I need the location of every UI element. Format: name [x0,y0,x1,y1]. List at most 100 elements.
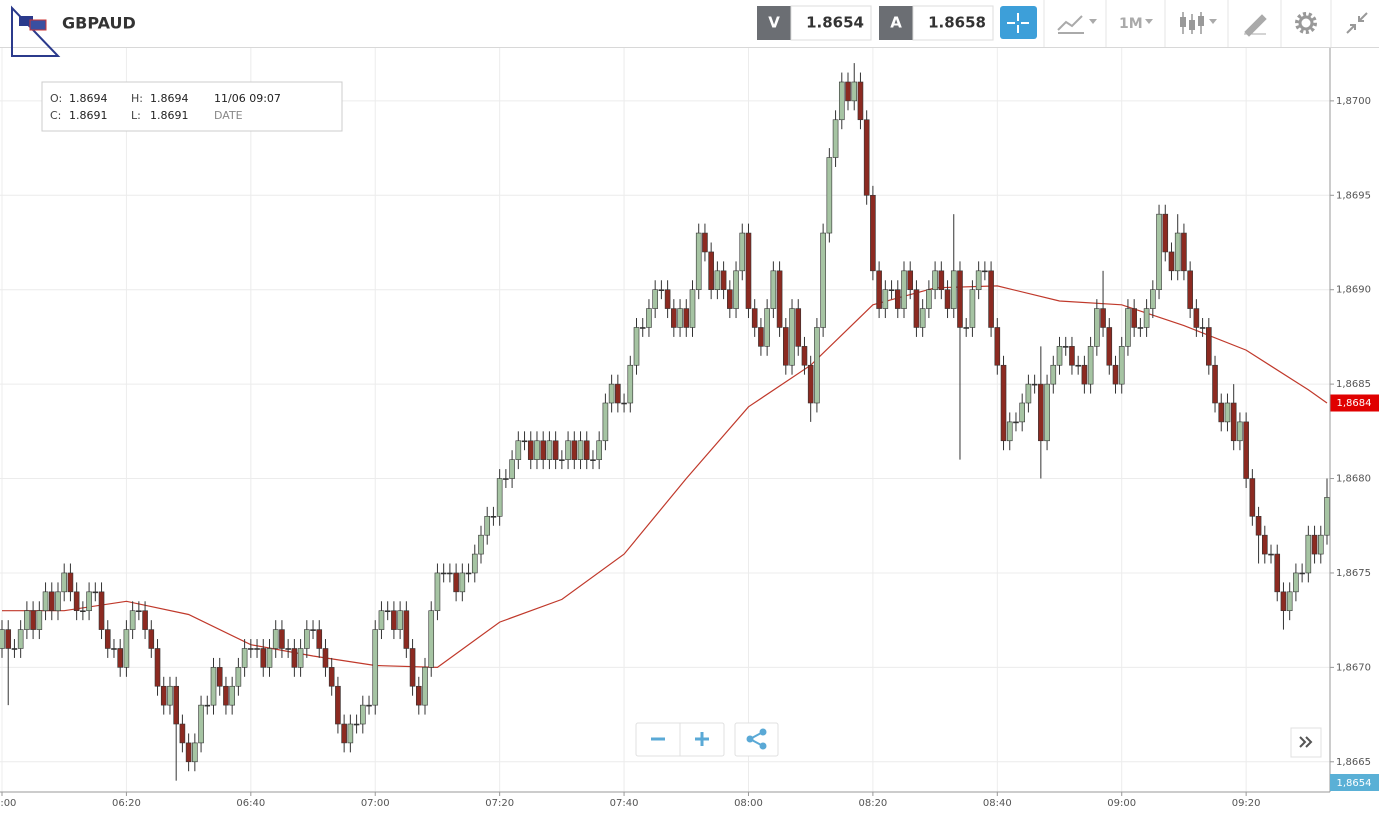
caret [1145,19,1153,24]
candle-body [1081,364,1088,385]
candle-body [658,289,665,292]
candle-body [129,610,136,630]
candle-body [24,610,30,630]
flag-gb [19,16,33,26]
candle-body [1087,346,1094,385]
candle-body [241,648,248,668]
candle-body [322,648,329,668]
candle-body [223,685,229,706]
candle-body [297,648,304,668]
candle-body [1206,327,1212,366]
candle-body [1181,232,1187,272]
candle-body [496,478,503,517]
candle-body [142,610,148,630]
candle-body [826,157,833,234]
candle-body [285,648,291,650]
candle-body [745,232,752,309]
candle-body [739,232,746,272]
share-button[interactable] [734,722,779,757]
share-links [747,731,764,747]
candle-body [577,440,584,460]
candle-body [975,270,982,291]
settings-button[interactable] [1295,12,1317,34]
candle-body [509,459,515,479]
chart-type-button[interactable] [1057,15,1097,34]
candle-body [61,572,68,593]
candle-body [1150,289,1156,309]
candle-body [727,289,733,309]
sell-button[interactable] [757,6,791,40]
candle-body [67,572,74,593]
symbol-logo[interactable] [11,5,61,57]
candle-body [1075,364,1081,367]
candle-body [465,572,472,575]
sell-price-box[interactable] [790,5,872,41]
timeframe[interactable]: 1M [1119,16,1143,32]
x-tick-label: 06:40 [236,798,265,809]
candle-body [789,308,795,366]
candle-body [5,629,12,649]
y-tick-label: 1,8670 [1336,662,1371,673]
candle-body [123,629,130,668]
candle-type-button[interactable] [1180,12,1217,34]
candle-body [969,289,976,328]
info-label: L: [131,109,141,122]
candle-body [1293,572,1299,593]
zoom-in-button[interactable] [695,732,709,746]
candle-body [484,516,491,536]
candle-body [1261,534,1268,555]
candle-body [210,667,217,706]
toolbar [0,0,1379,47]
candle-body [944,289,951,309]
scroll-end-button[interactable] [1290,727,1322,758]
candle-body [814,327,820,404]
candle-body [48,591,55,612]
candle-body [639,327,646,329]
x-tick-label: 07:20 [485,798,514,809]
bid-marker [1330,774,1379,791]
info-value: 1.8691 [69,109,108,122]
candle-body [216,667,223,687]
flag-au [29,19,47,31]
candle-body [86,591,92,612]
candle-icon-body [1198,16,1204,26]
candle-body [602,402,609,442]
candle-body [1237,421,1243,442]
candle-body [1044,383,1050,442]
candle-body [677,308,683,328]
candle-body [148,629,155,649]
candle-body [36,610,43,630]
candle-body [770,270,777,309]
candle-body [179,723,186,744]
candle-body [1224,402,1231,423]
buy-price-box[interactable] [912,5,994,41]
crosshair-icon [1007,13,1029,33]
buy-label: A [890,14,902,32]
candle-body [1118,346,1125,385]
candle-body [366,704,372,707]
buy-button[interactable] [879,6,913,40]
candle-body [80,610,86,613]
y-tick-label: 1,8700 [1336,96,1371,107]
candle-body [266,648,273,668]
candle-body [982,270,988,273]
candle-body [415,685,422,706]
candle-body [1131,308,1137,328]
x-tick-label: 07:40 [610,798,639,809]
info-date-label: DATE [214,109,243,122]
candle-body [440,572,447,575]
draw-tool-button[interactable] [1244,14,1267,37]
candle-body [1168,251,1175,272]
candle-body [1100,308,1106,328]
candle-body [378,610,385,630]
candle-body [117,648,123,668]
crosshair-button[interactable] [1000,6,1037,39]
collapse-button[interactable] [1346,12,1368,34]
candle-body [1243,421,1249,479]
y-tick-label: 1,8665 [1336,757,1371,768]
candle-body [546,440,553,460]
candle-icon-body [1180,17,1186,27]
candle-body [291,648,298,668]
candle-body [1019,402,1025,423]
candle-body [552,440,559,460]
